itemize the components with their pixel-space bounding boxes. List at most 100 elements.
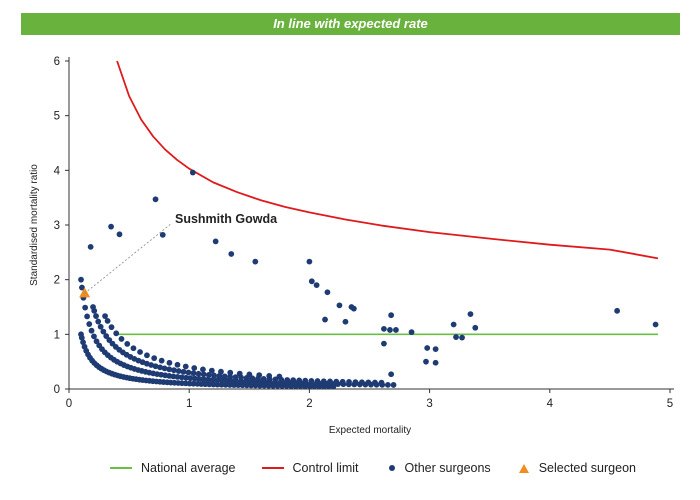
other-surgeon-point (82, 304, 89, 311)
other-surgeon-point (333, 378, 340, 385)
other-surgeon-point (450, 321, 457, 328)
other-surgeon-point (152, 196, 159, 203)
other-surgeon-point (200, 371, 207, 378)
other-surgeon-point (185, 369, 192, 376)
other-surgeon-point (91, 333, 97, 340)
other-surgeon-point (302, 377, 309, 384)
other-surgeon-point (118, 336, 125, 342)
other-surgeon-point (246, 371, 253, 378)
selected-surgeon-marker (79, 287, 91, 298)
legend-other-surgeons: Other surgeons (385, 461, 491, 475)
other-surgeon-point (148, 362, 155, 368)
other-surgeon-point (227, 373, 234, 380)
other-surgeon-point (388, 312, 395, 319)
x-tick-label: 2 (306, 398, 312, 410)
other-surgeon-point (195, 370, 202, 377)
other-surgeon-point (130, 345, 137, 352)
other-surgeon-point (256, 372, 263, 379)
other-surgeon-point (327, 378, 333, 385)
other-surgeon-point (324, 289, 331, 296)
other-surgeon-point (232, 374, 239, 381)
other-surgeon-point (313, 282, 320, 289)
other-surgeon-point (276, 373, 283, 380)
other-surgeon-point (388, 371, 395, 378)
other-surgeon-point (151, 355, 158, 362)
other-surgeon-point (365, 379, 372, 386)
chart-axes (65, 57, 674, 393)
other-surgeon-point (352, 379, 359, 386)
other-surgeon-point (166, 359, 173, 366)
other-surgeon-point (384, 381, 391, 388)
other-surgeon-point (266, 372, 273, 379)
other-surgeon-point (103, 333, 110, 339)
other-surgeon-point (84, 313, 91, 320)
other-surgeon-point (108, 324, 115, 331)
selected-surgeon-point (79, 287, 91, 298)
other-surgeon-point (178, 374, 185, 381)
other-surgeon-point (208, 367, 215, 374)
other-surgeon-point (196, 376, 203, 382)
x-tick-label: 4 (547, 398, 554, 410)
other-surgeon-point (381, 340, 387, 347)
other-surgeon-point (104, 317, 111, 324)
other-surgeon-point (93, 313, 99, 319)
other-surgeon-point (218, 381, 225, 388)
other-surgeon-point (180, 368, 187, 375)
other-surgeon-point (171, 367, 177, 374)
chart-legend: National average Control limit Other sur… (110, 458, 662, 478)
other-surgeon-point (306, 258, 313, 265)
other-surgeon-point (322, 316, 328, 323)
x-tick-labels: 0 1 2 3 4 5 (66, 398, 673, 410)
other-surgeon-point (79, 284, 85, 291)
other-surgeon-point (350, 305, 357, 312)
y-tick-label: 6 (54, 56, 60, 68)
control-limit-swatch (261, 467, 284, 469)
legend-national-average: National average (110, 461, 236, 475)
other-surgeon-point (472, 324, 479, 331)
other-surgeon-point (108, 223, 114, 230)
legend-control-limit: Control limit (261, 461, 359, 475)
other-surgeon-point (372, 379, 378, 386)
other-surgeon-point (424, 345, 431, 351)
other-surgeon-point (86, 321, 93, 327)
other-surgeon-point (87, 243, 94, 250)
other-surgeon-point (346, 379, 352, 385)
selected-surgeon-swatch (518, 463, 529, 473)
other-surgeon-point (175, 368, 182, 374)
other-surgeon-point (158, 357, 165, 364)
legend-selected-surgeon: Selected surgeon (517, 461, 636, 475)
status-banner: In line with expected rate (21, 13, 680, 35)
other-surgeon-point (166, 366, 173, 373)
other-surgeon-point (218, 377, 225, 384)
other-surgeon-point (100, 328, 107, 335)
other-surgeons-points (78, 169, 659, 390)
other-surgeon-point (95, 318, 102, 325)
other-surgeon-point (205, 371, 212, 378)
x-tick-label: 0 (66, 398, 72, 410)
other-surgeon-point (91, 307, 98, 314)
other-surgeon-point (88, 327, 95, 334)
x-axis-label: Expected mortality (329, 425, 411, 436)
legend-label-national-average: National average (141, 461, 236, 475)
other-surgeon-point (387, 327, 393, 333)
other-surgeon-point (210, 381, 217, 388)
other-surgeon-point (159, 231, 166, 238)
smr-funnel-chart: 0 1 2 3 4 5 0 1 2 3 4 5 6 Expected mortality Standa… (29, 56, 674, 436)
other-surgeon-point (459, 334, 465, 341)
other-surgeon-point (339, 378, 346, 385)
other-surgeon-point (272, 376, 279, 383)
other-surgeon-point (191, 365, 198, 371)
legend-label-control-limit: Control limit (292, 461, 359, 475)
other-surgeon-point (432, 346, 439, 352)
other-surgeon-point (78, 334, 85, 341)
other-surgeon-point (423, 358, 429, 365)
legend-label-selected-surgeon: Selected surgeon (538, 461, 636, 475)
other-surgeon-point (252, 258, 259, 265)
other-surgeon-point (161, 365, 168, 372)
annotation-label: Sushmith Gowda (175, 212, 278, 226)
other-surgeon-point (296, 377, 303, 384)
other-surgeon-point (453, 334, 459, 340)
y-tick-label: 2 (54, 275, 60, 287)
other-surgeon-point (78, 276, 84, 283)
other-surgeon-point (320, 378, 327, 385)
